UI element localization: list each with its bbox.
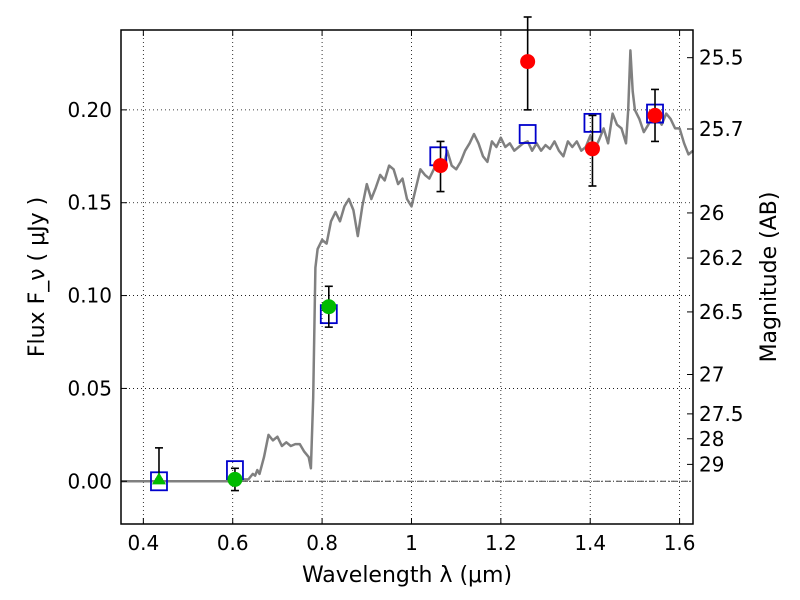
- y2-tick-label: 29: [699, 452, 724, 476]
- y2-tick-label: 27.5: [699, 402, 744, 426]
- red-circle-marker: [647, 107, 663, 123]
- y-tick-label: 0.10: [67, 284, 112, 308]
- y2-tick-label: 28: [699, 427, 724, 451]
- red-circle-marker: [520, 54, 536, 70]
- x-tick-label: 1.4: [574, 531, 606, 555]
- y2-tick-label: 26.2: [699, 246, 744, 270]
- y2-tick-label: 25.7: [699, 117, 744, 141]
- y2-tick-label: 27: [699, 363, 724, 387]
- y-axis-label: Flux F_ν ( μJy ): [25, 197, 50, 357]
- x-axis-label: Wavelength λ (μm): [302, 563, 512, 588]
- plot-area: [121, 16, 694, 492]
- y-tick-label: 0.20: [67, 98, 112, 122]
- spectrum-line: [121, 49, 694, 483]
- green-triangle-marker: [151, 472, 166, 485]
- green-circle-marker: [321, 299, 337, 315]
- y2-tick-label: 25.5: [699, 46, 744, 70]
- ticks: 0.4 0.6 0.8 1 1.2 1.4 1.6 0.00 0.05 0.10 0.15 0.20 2…: [67, 30, 744, 555]
- red-circle-marker: [433, 158, 449, 174]
- x-tick-label: 1: [405, 531, 418, 555]
- y-tick-label: 0.05: [67, 376, 112, 400]
- y2-axis-label: Magnitude (AB): [757, 192, 782, 363]
- x-tick-label: 1.2: [485, 531, 517, 555]
- x-tick-label: 0.6: [217, 531, 249, 555]
- axes-frame: [120, 29, 694, 525]
- y2-tick-label: 26.5: [699, 300, 744, 324]
- model-square-marker: [518, 124, 537, 144]
- y2-tick-label: 26: [699, 201, 724, 225]
- x-tick-label: 0.8: [306, 531, 338, 555]
- red-circle-marker: [584, 141, 600, 157]
- x-tick-label: 1.6: [664, 531, 696, 555]
- grid-lines: [121, 30, 693, 524]
- x-tick-label: 0.4: [127, 531, 159, 555]
- green-circle-marker: [227, 471, 243, 487]
- y-tick-label: 0.00: [67, 469, 112, 493]
- y-tick-label: 0.15: [67, 191, 112, 215]
